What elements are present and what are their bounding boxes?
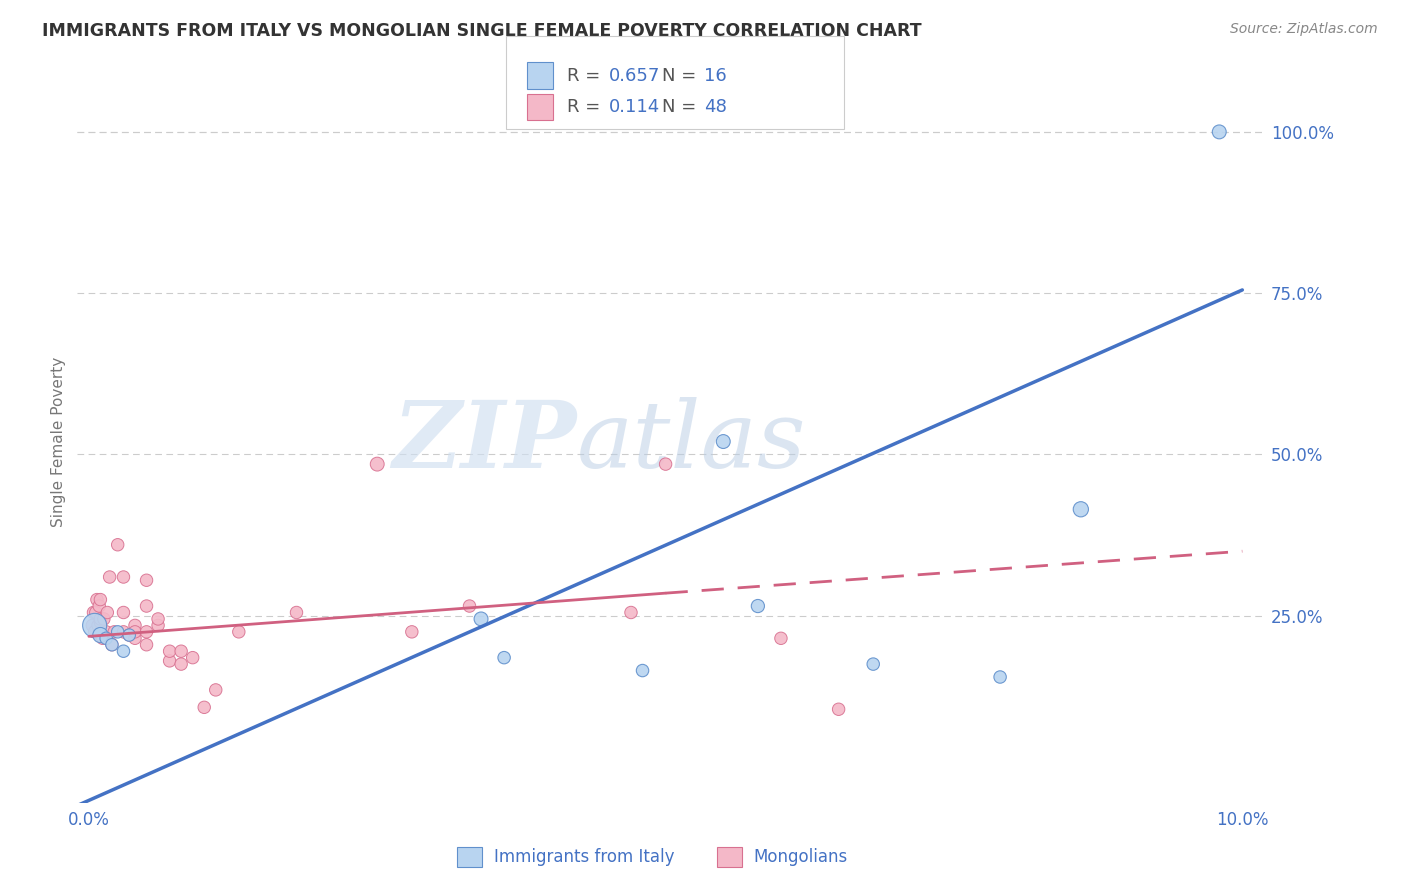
Point xyxy=(96,624,118,639)
Point xyxy=(87,618,110,632)
Point xyxy=(107,538,129,552)
Point xyxy=(124,632,146,646)
Point xyxy=(135,573,157,587)
Point xyxy=(103,624,125,639)
Point xyxy=(401,624,423,639)
Point xyxy=(118,628,141,642)
Point xyxy=(112,606,135,620)
Text: ZIP: ZIP xyxy=(392,397,576,486)
Point xyxy=(470,612,492,626)
Point xyxy=(146,612,169,626)
Text: Source: ZipAtlas.com: Source: ZipAtlas.com xyxy=(1230,22,1378,37)
Point xyxy=(366,457,388,471)
Point xyxy=(711,434,734,449)
Point xyxy=(1070,502,1092,516)
Point xyxy=(83,618,105,632)
Point xyxy=(89,615,111,630)
Point xyxy=(228,624,250,639)
Point xyxy=(1208,125,1230,139)
Point xyxy=(86,592,108,607)
Point xyxy=(827,702,849,716)
Point xyxy=(112,570,135,584)
Point xyxy=(96,606,118,620)
Point xyxy=(89,612,111,626)
Text: IMMIGRANTS FROM ITALY VS MONGOLIAN SINGLE FEMALE POVERTY CORRELATION CHART: IMMIGRANTS FROM ITALY VS MONGOLIAN SINGL… xyxy=(42,22,922,40)
Point xyxy=(89,599,111,613)
Point xyxy=(181,650,204,665)
Point xyxy=(769,632,792,646)
Text: 0.657: 0.657 xyxy=(609,67,661,85)
Point xyxy=(96,632,118,646)
Point xyxy=(135,624,157,639)
Point xyxy=(89,628,111,642)
Point xyxy=(93,612,115,626)
Point xyxy=(193,700,215,714)
Point xyxy=(146,618,169,632)
Point xyxy=(620,606,643,620)
Point xyxy=(101,638,124,652)
Text: Mongolians: Mongolians xyxy=(754,848,848,866)
Point xyxy=(91,632,114,646)
Point xyxy=(135,599,157,613)
Y-axis label: Single Female Poverty: Single Female Poverty xyxy=(51,357,66,526)
Point xyxy=(285,606,308,620)
Point xyxy=(98,570,121,584)
Point xyxy=(89,592,111,607)
Point xyxy=(84,606,107,620)
Point xyxy=(112,624,135,639)
Point xyxy=(118,628,141,642)
Text: R =: R = xyxy=(567,67,606,85)
Point xyxy=(170,644,193,658)
Text: 0.114: 0.114 xyxy=(609,98,659,116)
Point xyxy=(494,650,516,665)
Point xyxy=(83,624,105,639)
Point xyxy=(654,457,676,471)
Point xyxy=(112,644,135,658)
Point xyxy=(747,599,769,613)
Point xyxy=(135,638,157,652)
Point xyxy=(124,618,146,632)
Point xyxy=(159,644,181,658)
Text: N =: N = xyxy=(662,98,702,116)
Point xyxy=(82,618,104,632)
Text: Immigrants from Italy: Immigrants from Italy xyxy=(494,848,673,866)
Point xyxy=(204,682,226,697)
Point xyxy=(101,638,124,652)
Point xyxy=(124,624,146,639)
Point xyxy=(631,664,654,678)
Point xyxy=(107,624,129,639)
Text: 48: 48 xyxy=(704,98,727,116)
Point xyxy=(82,606,104,620)
Point xyxy=(159,654,181,668)
Point xyxy=(988,670,1011,684)
Text: N =: N = xyxy=(662,67,702,85)
Text: R =: R = xyxy=(567,98,606,116)
Point xyxy=(458,599,481,613)
Text: atlas: atlas xyxy=(576,397,806,486)
Point xyxy=(862,657,884,672)
Point xyxy=(89,628,111,642)
Point xyxy=(170,657,193,672)
Text: 16: 16 xyxy=(704,67,727,85)
